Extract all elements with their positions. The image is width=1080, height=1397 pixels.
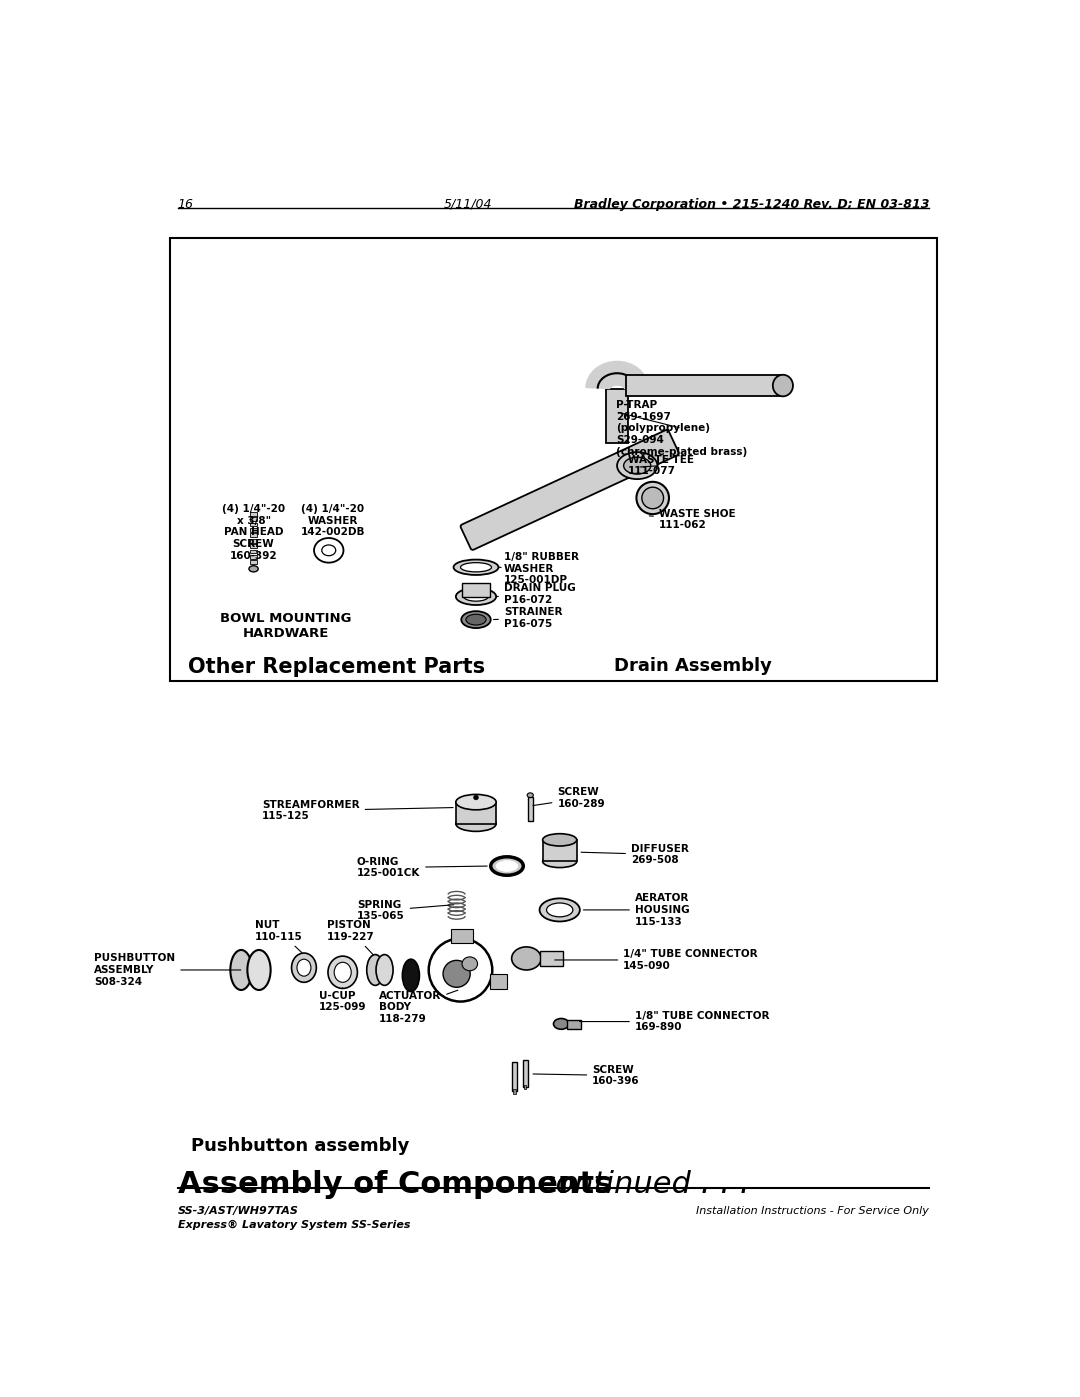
Ellipse shape: [617, 453, 658, 479]
Text: Assembly of Components: Assembly of Components: [177, 1171, 612, 1199]
Text: 16: 16: [177, 197, 193, 211]
Text: PISTON
119-227: PISTON 119-227: [326, 921, 375, 956]
Ellipse shape: [527, 793, 534, 798]
Text: WASTE SHOE
111-062: WASTE SHOE 111-062: [649, 509, 735, 531]
Ellipse shape: [367, 954, 383, 985]
Bar: [249, 549, 257, 553]
Bar: [251, 534, 257, 538]
Ellipse shape: [429, 939, 492, 1002]
Bar: [249, 517, 257, 521]
Text: 1/4" TUBE CONNECTOR
145-090: 1/4" TUBE CONNECTOR 145-090: [555, 949, 758, 971]
Bar: [462, 583, 490, 597]
Ellipse shape: [642, 488, 663, 509]
Text: Other Replacement Parts: Other Replacement Parts: [188, 657, 485, 676]
Ellipse shape: [546, 902, 572, 916]
Ellipse shape: [512, 947, 541, 970]
Text: U-CUP
125-099: U-CUP 125-099: [319, 988, 366, 1013]
Ellipse shape: [297, 960, 311, 977]
Text: Pushbutton assembly: Pushbutton assembly: [191, 1137, 409, 1155]
Bar: [249, 539, 257, 542]
Text: 5/11/04: 5/11/04: [444, 197, 492, 211]
Ellipse shape: [465, 615, 486, 624]
Ellipse shape: [230, 950, 252, 990]
Ellipse shape: [490, 856, 524, 876]
Text: SCREW
160-289: SCREW 160-289: [534, 788, 605, 809]
Text: ACTUATOR
BODY
118-279: ACTUATOR BODY 118-279: [379, 990, 458, 1024]
Ellipse shape: [462, 957, 477, 971]
Ellipse shape: [636, 482, 669, 514]
Ellipse shape: [496, 861, 517, 872]
Bar: [456, 802, 496, 824]
Bar: [251, 511, 257, 515]
Text: SCREW
160-396: SCREW 160-396: [534, 1065, 639, 1087]
Ellipse shape: [403, 960, 419, 992]
Text: NUT
110-115: NUT 110-115: [255, 921, 302, 953]
Text: BOWL MOUNTING
HARDWARE: BOWL MOUNTING HARDWARE: [220, 612, 352, 640]
Bar: [251, 555, 257, 559]
Bar: [542, 840, 577, 862]
Bar: [513, 1090, 515, 1094]
Ellipse shape: [443, 960, 470, 988]
Text: continued . . .: continued . . .: [529, 1171, 750, 1199]
Text: Drain Assembly: Drain Assembly: [615, 657, 772, 675]
Text: Installation Instructions - For Service Only: Installation Instructions - For Service …: [697, 1207, 930, 1217]
Bar: [528, 796, 532, 821]
Bar: [251, 545, 257, 548]
Ellipse shape: [474, 795, 478, 800]
Text: STREAMFORMER
115-125: STREAMFORMER 115-125: [262, 800, 454, 821]
Bar: [567, 1020, 581, 1030]
Bar: [451, 929, 473, 943]
Text: 1/8" TUBE CONNECTOR
169-890: 1/8" TUBE CONNECTOR 169-890: [580, 1011, 769, 1032]
Bar: [523, 1060, 528, 1087]
Text: SS-3/AST/WH97TAS: SS-3/AST/WH97TAS: [177, 1207, 298, 1217]
Bar: [540, 951, 563, 967]
Ellipse shape: [248, 566, 258, 571]
Ellipse shape: [773, 374, 793, 397]
Ellipse shape: [456, 816, 496, 831]
Text: O-RING
125-001CK: O-RING 125-001CK: [356, 856, 487, 879]
Bar: [512, 1062, 517, 1091]
Ellipse shape: [623, 457, 651, 474]
Bar: [170, 239, 937, 682]
Bar: [626, 374, 781, 397]
Bar: [524, 1085, 526, 1090]
Text: PUSHBUTTON
ASSEMBLY
S08-324: PUSHBUTTON ASSEMBLY S08-324: [94, 953, 241, 986]
Text: 1/8" RUBBER
WASHER
125-001DP: 1/8" RUBBER WASHER 125-001DP: [499, 552, 579, 585]
Bar: [606, 388, 627, 443]
Bar: [251, 522, 257, 527]
Ellipse shape: [328, 956, 357, 989]
Text: STRAINER
P16-075: STRAINER P16-075: [494, 608, 563, 629]
Ellipse shape: [540, 898, 580, 922]
Ellipse shape: [460, 563, 491, 571]
Text: WASTE TEE
111-077: WASTE TEE 111-077: [627, 455, 694, 476]
Text: Bradley Corporation • 215-1240 Rev. D; EN 03-813: Bradley Corporation • 215-1240 Rev. D; E…: [573, 197, 930, 211]
Text: DIFFUSER
269-508: DIFFUSER 269-508: [581, 844, 689, 865]
FancyBboxPatch shape: [460, 430, 679, 550]
Ellipse shape: [542, 855, 577, 868]
Text: AERATOR
HOUSING
115-133: AERATOR HOUSING 115-133: [583, 893, 689, 926]
Text: P-TRAP
269-1697
(polypropylene)
S29-094
(chrome-plated brass): P-TRAP 269-1697 (polypropylene) S29-094 …: [617, 400, 747, 457]
Ellipse shape: [292, 953, 316, 982]
Text: (4) 1/4"-20
x 3/8"
PAN HEAD
SCREW
160-392: (4) 1/4"-20 x 3/8" PAN HEAD SCREW 160-39…: [222, 504, 285, 560]
Text: DRAIN PLUG
P16-072: DRAIN PLUG P16-072: [496, 584, 576, 605]
Ellipse shape: [454, 560, 499, 576]
Ellipse shape: [463, 592, 488, 601]
Ellipse shape: [376, 954, 393, 985]
Bar: [249, 560, 257, 564]
Ellipse shape: [456, 588, 496, 605]
Bar: [249, 528, 257, 532]
Text: SPRING
135-065: SPRING 135-065: [357, 900, 454, 922]
Ellipse shape: [247, 950, 271, 990]
Ellipse shape: [322, 545, 336, 556]
Ellipse shape: [456, 795, 496, 810]
Ellipse shape: [554, 1018, 569, 1030]
Ellipse shape: [314, 538, 343, 563]
Ellipse shape: [461, 610, 490, 629]
Bar: [490, 974, 507, 989]
Ellipse shape: [334, 963, 351, 982]
Text: (4) 1/4"-20
WASHER
142-002DB: (4) 1/4"-20 WASHER 142-002DB: [300, 504, 365, 538]
Text: Express® Lavatory System SS-Series: Express® Lavatory System SS-Series: [177, 1220, 410, 1231]
Ellipse shape: [542, 834, 577, 847]
